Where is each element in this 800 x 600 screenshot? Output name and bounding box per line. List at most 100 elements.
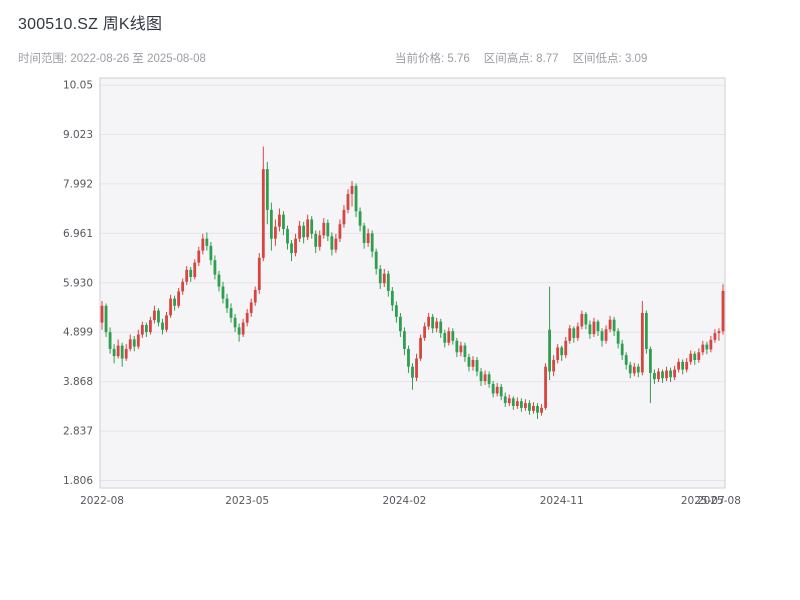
candle-body — [144, 324, 148, 333]
candle-body — [338, 224, 342, 239]
candle-body — [120, 345, 124, 359]
candle-body — [362, 225, 366, 243]
candle-body — [169, 298, 172, 316]
candle-body — [237, 327, 241, 335]
candle-body — [717, 331, 721, 334]
candle-body — [701, 344, 705, 353]
candle-body — [415, 358, 418, 378]
candle-body — [233, 317, 237, 328]
x-tick-label: 2025-08 — [697, 495, 741, 507]
candle-body — [632, 366, 636, 374]
range-high-stat: 区间高点: 8.77 — [483, 53, 559, 65]
candle-body — [265, 169, 269, 210]
candle-body — [519, 401, 523, 408]
candle-body — [358, 211, 362, 226]
candle-body — [161, 322, 164, 330]
x-tick-label: 2025-07 — [681, 495, 725, 507]
candle-body — [669, 370, 672, 378]
candle-body — [411, 366, 414, 378]
candle-body — [104, 305, 108, 333]
candle-body — [636, 366, 640, 373]
candle-body — [185, 269, 189, 282]
candle-body — [261, 169, 265, 258]
candle-body — [173, 298, 176, 306]
candle-body — [552, 359, 556, 372]
candle-body — [330, 236, 334, 250]
candle-body — [278, 214, 281, 227]
y-tick-label: 3.868 — [63, 376, 93, 388]
candle-body — [157, 310, 160, 323]
candle-body — [350, 185, 354, 195]
candle-body — [253, 289, 257, 303]
candle-body — [713, 333, 717, 340]
candle-body — [528, 403, 531, 411]
candle-body — [177, 291, 181, 306]
candle-body — [616, 331, 620, 344]
candle-body — [693, 353, 697, 360]
x-tick-label: 2024-11 — [540, 495, 584, 507]
x-tick-label: 2023-05 — [225, 495, 269, 507]
candle-body — [112, 348, 116, 357]
candle-body — [128, 339, 132, 349]
candle-body — [685, 361, 689, 370]
candle-body — [572, 328, 576, 338]
candle-body — [600, 331, 604, 341]
candle-body — [290, 243, 293, 254]
y-tick-label: 1.806 — [63, 475, 93, 487]
candle-body — [475, 359, 479, 372]
candle-body — [640, 312, 644, 373]
candle-body — [217, 274, 221, 287]
candle-body — [584, 313, 588, 325]
candle-body — [354, 185, 358, 212]
candle-body — [560, 347, 564, 356]
y-tick-label: 9.023 — [63, 129, 93, 141]
candle-body — [302, 225, 306, 238]
candle-body — [116, 345, 120, 357]
candle-body — [197, 250, 201, 263]
date-range-label: 时间范围: 2022-08-26 至 2025-08-08 — [18, 53, 206, 65]
candle-body — [467, 357, 471, 367]
candle-body — [136, 334, 140, 347]
y-tick-label: 10.05 — [63, 80, 93, 92]
y-tick-label: 7.992 — [63, 178, 93, 190]
range-low-stat: 区间低点: 3.09 — [572, 53, 648, 65]
y-tick-label: 2.837 — [63, 426, 93, 438]
candle-body — [399, 316, 402, 332]
x-tick-label: 2024-02 — [382, 495, 426, 507]
candle-body — [479, 371, 483, 382]
candle-body — [653, 372, 656, 380]
candle-body — [677, 361, 681, 370]
candle-body — [649, 348, 652, 373]
candle-body — [624, 355, 628, 365]
candle-body — [423, 326, 426, 338]
candle-body — [628, 364, 632, 374]
candle-body — [644, 312, 648, 349]
x-tick-label: 2022-08 — [80, 495, 124, 507]
candle-body — [544, 366, 547, 408]
candle-body — [189, 269, 193, 278]
candle-body — [608, 319, 612, 330]
candle-body — [314, 233, 318, 247]
candle-body — [346, 194, 350, 210]
candle-body — [499, 386, 503, 397]
candle-body — [443, 333, 447, 343]
candle-body — [390, 290, 394, 306]
candle-body — [249, 302, 253, 313]
candle-body — [306, 219, 310, 238]
candle-body — [536, 406, 539, 413]
candle-body — [326, 222, 330, 237]
candle-body — [124, 348, 128, 359]
candle-body — [556, 347, 560, 360]
candle-body — [201, 238, 205, 251]
candle-body — [225, 298, 229, 309]
candle-body — [286, 229, 289, 244]
page-title: 300510.SZ 周K线图 — [18, 16, 163, 33]
candle-body — [612, 319, 616, 332]
candle-body — [100, 305, 104, 323]
candle-body — [294, 238, 297, 254]
candle-body — [366, 233, 370, 243]
candle-body — [495, 386, 499, 394]
y-tick-label: 5.930 — [63, 277, 93, 289]
